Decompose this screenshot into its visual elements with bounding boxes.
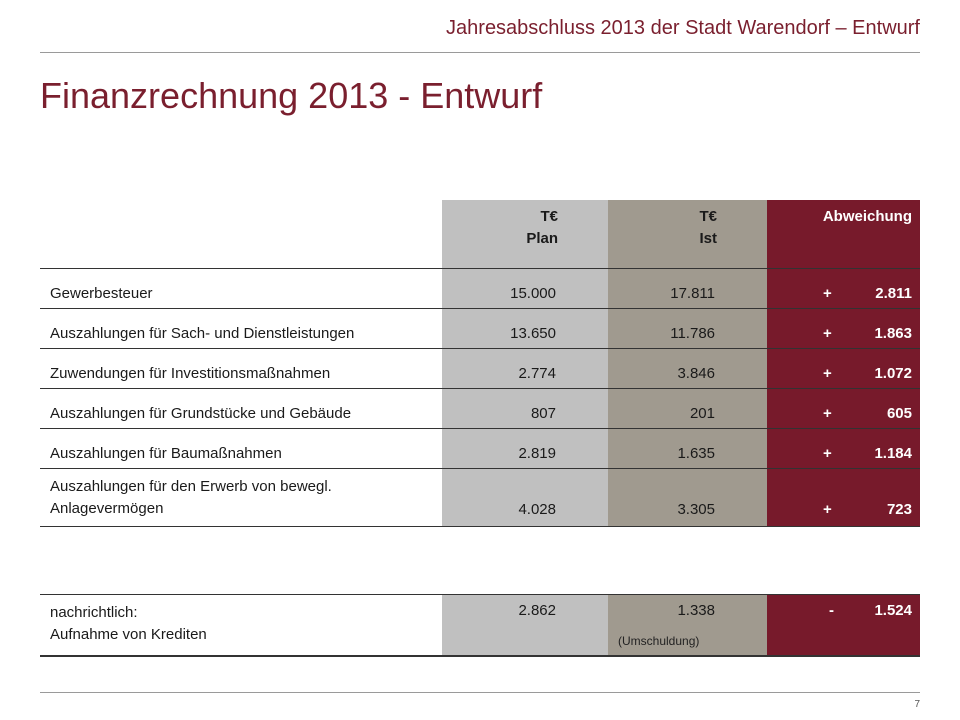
table-row: Auszahlungen für Grundstücke und Gebäude… xyxy=(40,388,920,428)
row-label: Auszahlungen für Baumaßnahmen xyxy=(50,445,282,462)
row-ist-value: 3.846 xyxy=(677,365,715,382)
row-plan-value: 13.650 xyxy=(510,325,556,342)
row-divider xyxy=(40,388,920,389)
row-deviation-sign: + xyxy=(823,405,832,422)
row-deviation-sign: + xyxy=(823,445,832,462)
note-label-line: nachrichtlich: xyxy=(50,604,138,621)
row-label: Auszahlungen für den Erwerb von bewegl. … xyxy=(50,476,445,520)
note-deviation-value: 1.524 xyxy=(874,602,912,619)
table-row: Auszahlungen für Baumaßnahmen 2.819 1.63… xyxy=(40,428,920,468)
ist-column-background xyxy=(608,200,767,527)
row-ist-value: 11.786 xyxy=(670,325,715,342)
table-row: Gewerbesteuer 15.000 17.811 + 2.811 xyxy=(40,268,920,308)
row-ist-value: 201 xyxy=(689,405,715,422)
plan-column-background-note xyxy=(442,594,608,656)
row-ist-value: 1.635 xyxy=(677,445,715,462)
note-top-rule xyxy=(40,594,920,595)
row-label: Gewerbesteuer xyxy=(50,285,153,302)
row-deviation-value: 1.072 xyxy=(874,365,912,382)
row-ist-value: 17.811 xyxy=(670,285,715,302)
column-header-ist: T€ Ist xyxy=(608,206,717,250)
row-deviation-sign: + xyxy=(823,365,832,382)
note-ist-value: 1.338 xyxy=(677,602,715,619)
column-header-deviation: Abweichung xyxy=(767,206,912,228)
column-header-plan-label: Plan xyxy=(526,230,558,247)
note-row: nachrichtlich: Aufnahme von Krediten 2.8… xyxy=(40,594,920,656)
row-plan-value: 2.774 xyxy=(518,365,556,382)
column-header-plan: T€ Plan xyxy=(442,206,558,250)
row-plan-value: 4.028 xyxy=(518,501,556,518)
row-label-line: Auszahlungen für den Erwerb von bewegl. xyxy=(50,478,332,495)
row-divider xyxy=(40,308,920,309)
row-divider xyxy=(40,468,920,469)
row-label: Auszahlungen für Grundstücke und Gebäude xyxy=(50,405,352,422)
header-divider xyxy=(40,52,920,53)
row-deviation-value: 605 xyxy=(886,405,912,422)
row-divider xyxy=(40,348,920,349)
page-number: 7 xyxy=(914,699,920,710)
note-label-line: Aufnahme von Krediten xyxy=(50,626,207,643)
row-label: Auszahlungen für Sach- und Dienstleistun… xyxy=(50,325,355,342)
row-deviation-sign: + xyxy=(823,285,832,302)
page-title: Finanzrechnung 2013 - Entwurf xyxy=(40,75,543,116)
row-ist-value: 3.305 xyxy=(677,501,715,518)
column-header-deviation-label: Abweichung xyxy=(822,208,912,225)
column-header-ist-unit: T€ xyxy=(699,208,717,225)
table-row: Auszahlungen für den Erwerb von bewegl. … xyxy=(40,468,920,526)
row-plan-value: 2.819 xyxy=(518,445,556,462)
row-deviation-value: 2.811 xyxy=(875,285,912,302)
row-deviation-value: 723 xyxy=(886,501,912,518)
plan-column-background xyxy=(442,200,608,527)
note-ist-remark: (Umschuldung) xyxy=(618,634,700,648)
deviation-column-background xyxy=(767,200,920,527)
row-deviation-sign: + xyxy=(823,325,832,342)
table-row: Zuwendungen für Investitionsmaßnahmen 2.… xyxy=(40,348,920,388)
footer-divider xyxy=(40,692,920,693)
row-plan-value: 15.000 xyxy=(510,285,556,302)
row-deviation-value: 1.184 xyxy=(874,445,912,462)
column-header-plan-unit: T€ xyxy=(540,208,558,225)
row-deviation-value: 1.863 xyxy=(874,325,912,342)
note-deviation-sign: - xyxy=(829,602,834,619)
deviation-column-background-note xyxy=(767,594,920,656)
table-bottom-rule xyxy=(40,526,920,527)
note-label: nachrichtlich: Aufnahme von Krediten xyxy=(50,602,430,646)
row-deviation-sign: + xyxy=(823,501,832,518)
note-plan-value: 2.862 xyxy=(518,602,556,619)
table-header-rule xyxy=(40,268,920,269)
table-row: Auszahlungen für Sach- und Dienstleistun… xyxy=(40,308,920,348)
row-plan-value: 807 xyxy=(530,405,556,422)
row-label: Zuwendungen für Investitionsmaßnahmen xyxy=(50,365,331,382)
row-label-line: Anlagevermögen xyxy=(50,500,164,517)
document-header-title: Jahresabschluss 2013 der Stadt Warendorf… xyxy=(446,17,920,39)
ist-column-background-note xyxy=(608,594,767,656)
row-divider xyxy=(40,428,920,429)
note-bottom-rule xyxy=(40,655,920,657)
column-header-ist-label: Ist xyxy=(699,230,717,247)
